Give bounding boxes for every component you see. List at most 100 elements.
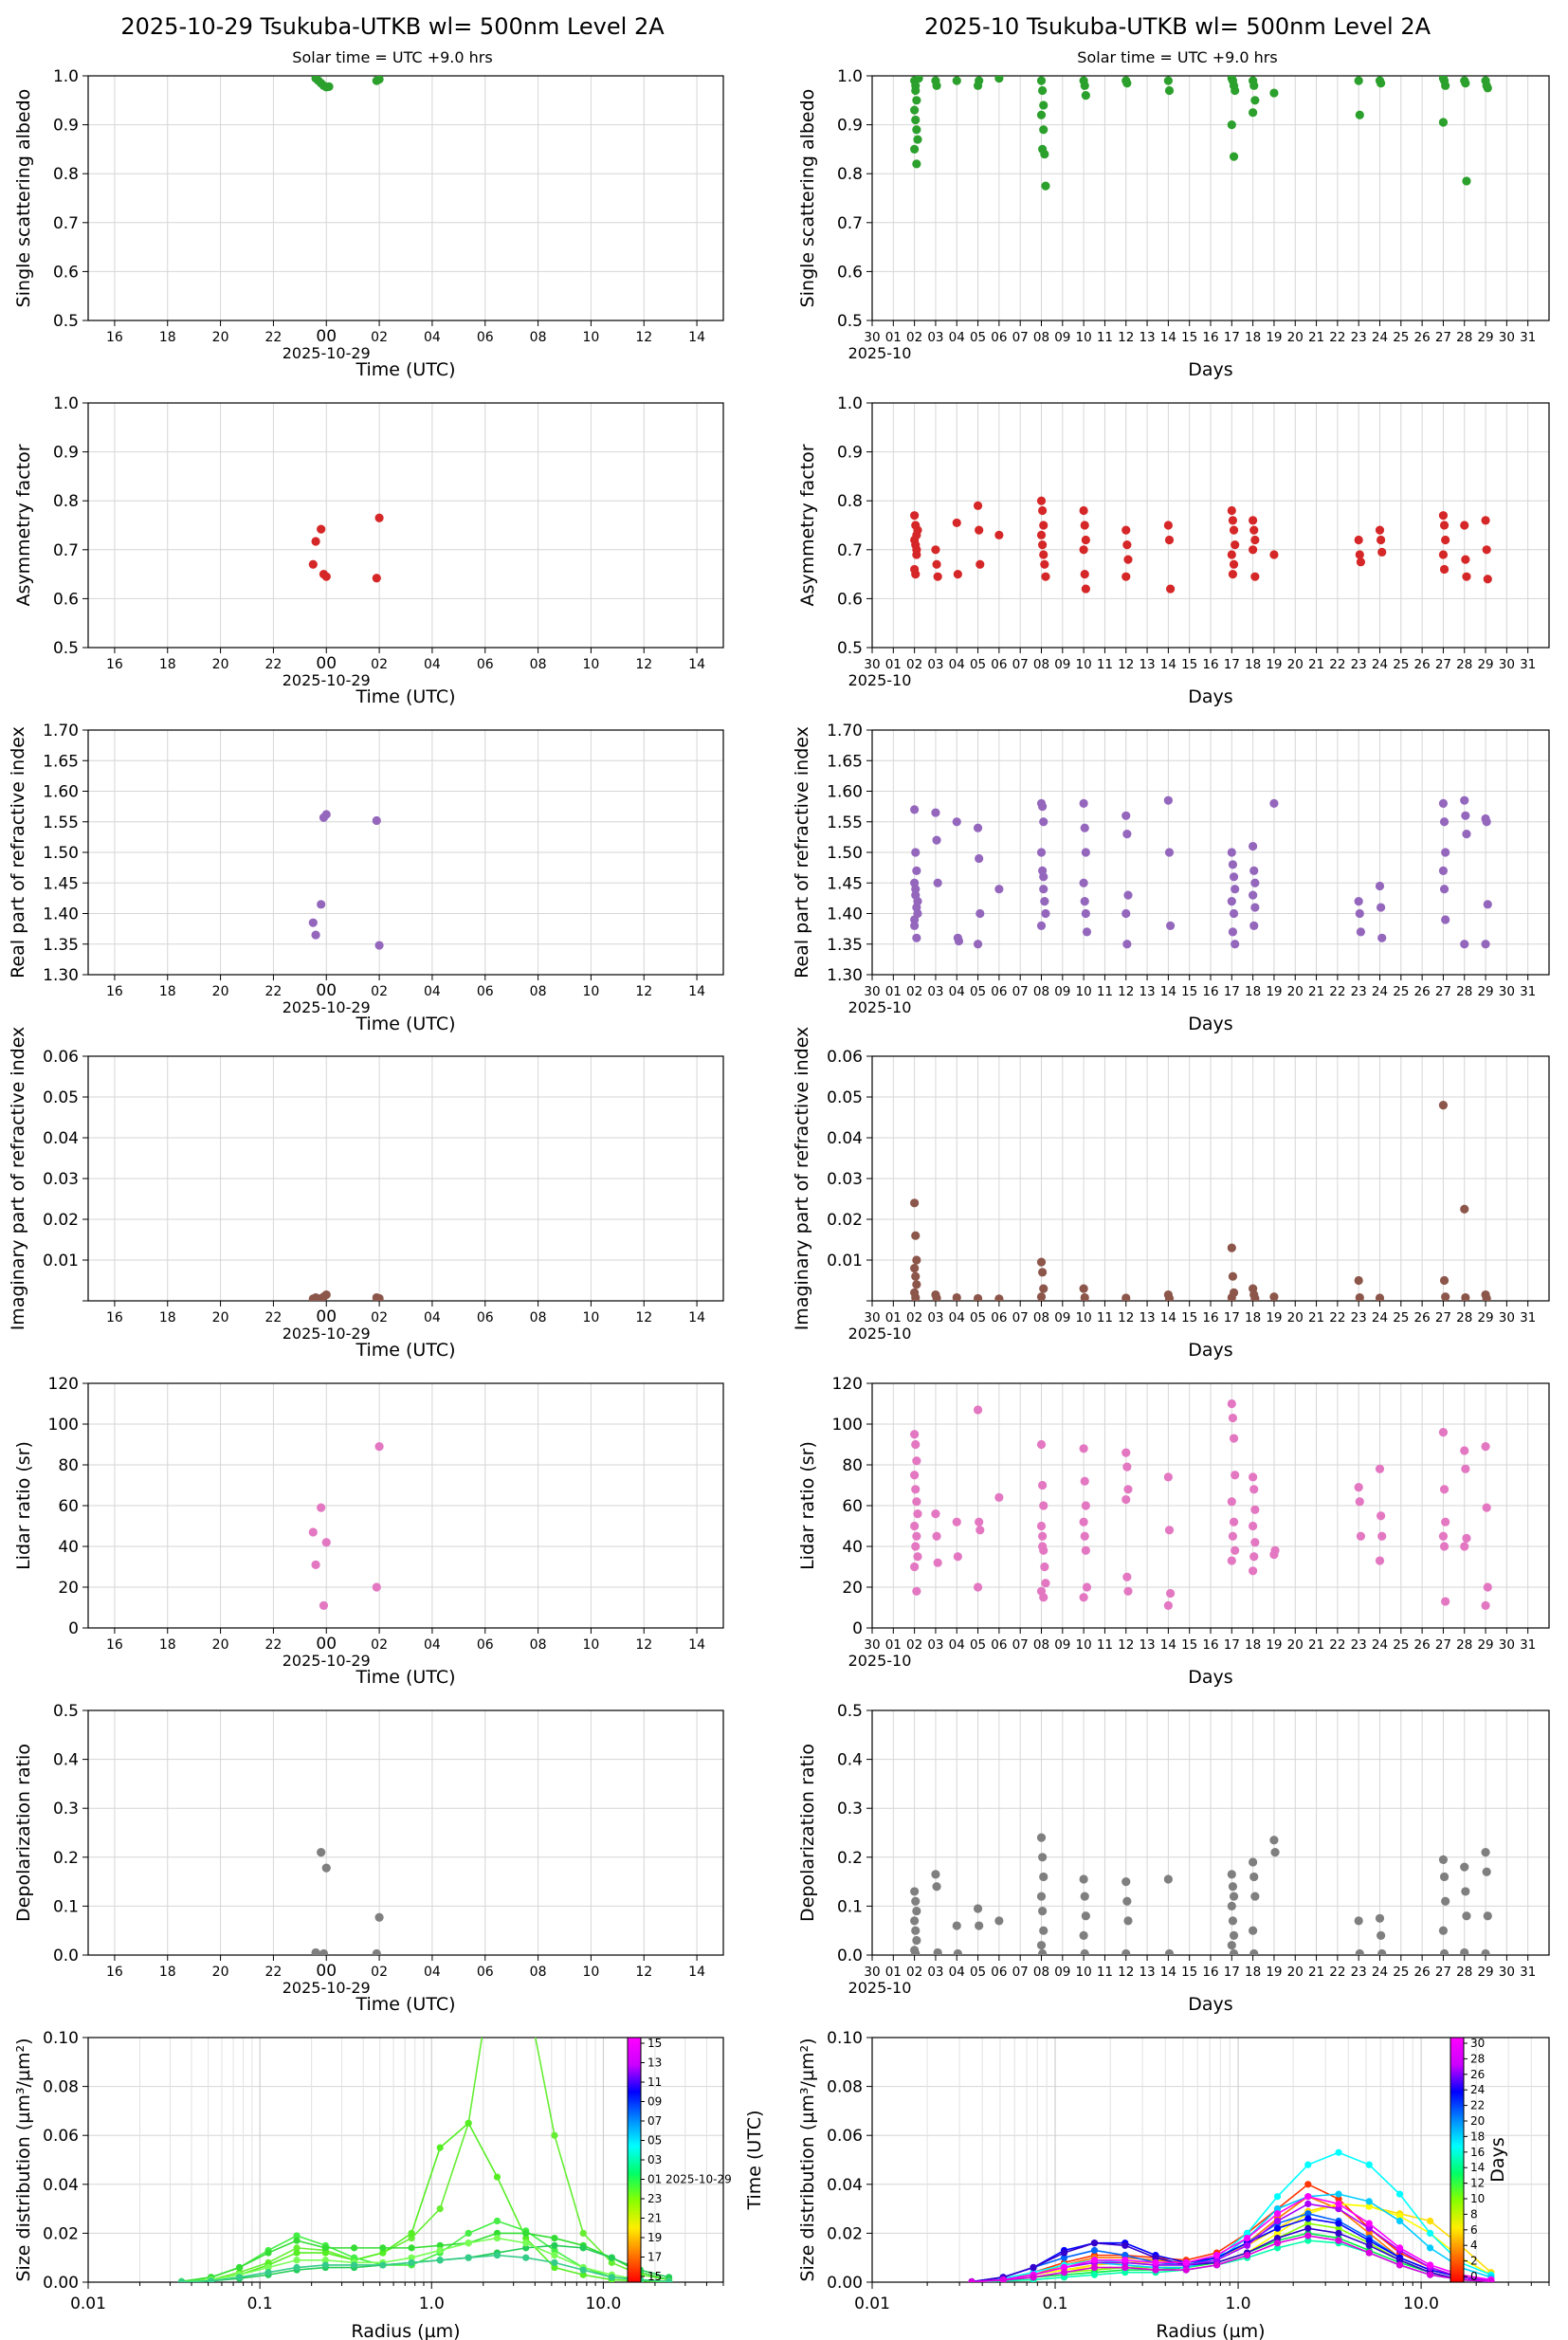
y-axis-label: Size distribution (µm³/µm²) xyxy=(13,2038,34,2281)
series-point xyxy=(1152,2258,1159,2266)
series-point xyxy=(1121,2252,1129,2259)
series-point xyxy=(665,2277,673,2282)
x-tick-label: 10 xyxy=(583,1310,600,1325)
series-point xyxy=(379,2261,387,2269)
x-tick-label: 21 xyxy=(1308,330,1324,345)
data-point xyxy=(912,1586,921,1596)
series-point xyxy=(551,2258,558,2266)
x-tick-label: 05 xyxy=(970,1965,986,1980)
series-point xyxy=(1426,2261,1434,2269)
data-point xyxy=(912,159,921,169)
data-point xyxy=(1122,1896,1132,1906)
y-tick-label: 1.55 xyxy=(827,814,863,832)
y-tick-label: 80 xyxy=(842,1456,863,1475)
y-tick-label: 0 xyxy=(68,1619,79,1638)
data-point xyxy=(910,1562,920,1572)
colorbar-tick-label: 07 xyxy=(647,2114,662,2128)
data-point xyxy=(1438,798,1449,809)
data-point xyxy=(1377,1531,1387,1541)
data-point xyxy=(1231,85,1240,96)
y-tick-label: 0.9 xyxy=(53,444,79,463)
data-point xyxy=(308,1527,318,1537)
data-point xyxy=(1121,1494,1131,1505)
data-point xyxy=(321,1863,331,1873)
data-point xyxy=(1439,1485,1449,1494)
data-point xyxy=(1229,1930,1239,1940)
data-point xyxy=(1164,1526,1175,1535)
data-point xyxy=(1038,1531,1048,1541)
data-point xyxy=(1461,555,1470,564)
series-point xyxy=(293,2257,301,2264)
x-tick-label: 07 xyxy=(1012,984,1029,999)
y-tick-label: 0.5 xyxy=(837,639,863,658)
data-point xyxy=(910,921,920,931)
data-point xyxy=(1036,496,1047,505)
depol_monthly-marks xyxy=(910,1833,1492,1955)
data-point xyxy=(1482,545,1491,555)
data-point xyxy=(1269,1836,1279,1845)
series-point xyxy=(235,2263,244,2272)
data-point xyxy=(372,574,381,583)
series-point xyxy=(177,2278,186,2282)
data-point xyxy=(1123,1586,1133,1596)
x-tick-label: 22 xyxy=(265,330,283,345)
x-tick-label: 31 xyxy=(1520,1637,1536,1653)
data-point xyxy=(1036,1257,1047,1267)
series-point xyxy=(1335,2200,1342,2208)
x-tick-label: 14 xyxy=(688,1310,705,1325)
x-tick-label: 28 xyxy=(1456,1965,1472,1980)
series-point xyxy=(1304,2215,1312,2222)
x-tick-label: 06 xyxy=(991,1310,1007,1325)
x-tick-label: 12 xyxy=(1118,1310,1134,1325)
x-tick-label: 23 xyxy=(1351,984,1367,999)
series-point xyxy=(1304,2220,1312,2227)
data-point xyxy=(1231,1545,1240,1555)
data-point xyxy=(1249,81,1259,90)
title-right: 2025-10 Tsukuba-UTKB wl= 500nm Level 2A xyxy=(924,13,1431,40)
x-tick-label: 14 xyxy=(688,1637,705,1653)
data-point xyxy=(973,1582,983,1592)
x-tick-label: 06 xyxy=(991,330,1007,345)
y-tick-label: 80 xyxy=(58,1456,79,1475)
x-tick-label: 13 xyxy=(1139,984,1155,999)
x-tick-label: 0.1 xyxy=(1043,2294,1068,2313)
x-tick-label: 02 xyxy=(906,330,922,345)
y-tick-label: 1.55 xyxy=(43,814,79,832)
data-point xyxy=(1164,848,1175,857)
data-point xyxy=(912,1456,921,1466)
data-point xyxy=(1482,1503,1491,1512)
series-point xyxy=(1365,2203,1373,2210)
lidar_monthly-marks xyxy=(910,1399,1492,1610)
x-tick-label: 04 xyxy=(424,1965,441,1980)
data-point xyxy=(1356,1531,1366,1541)
real_daily-panel: 1.30 1.35 1.40 1.45 1.50 1.55 1.60 1.65 1.70 16 18… xyxy=(8,722,724,1034)
colorbar-tick-label: 18 xyxy=(1470,2130,1485,2143)
data-point xyxy=(1249,1472,1258,1482)
y-axis-label: Lidar ratio (sr) xyxy=(797,1441,818,1570)
x-tick-label: 18 xyxy=(159,1310,176,1325)
data-point xyxy=(1228,1882,1238,1892)
data-point xyxy=(1483,575,1492,584)
colorbar-tick-label: 14 xyxy=(1470,2161,1485,2174)
series-point xyxy=(1030,2274,1037,2281)
y-tick-label: 0.1 xyxy=(837,1897,863,1916)
x-tick-label: 29 xyxy=(1477,1637,1493,1653)
axes-frame xyxy=(871,1709,1550,1956)
x-tick-label: 27 xyxy=(1435,1310,1451,1325)
data-point xyxy=(1080,1476,1089,1486)
series-point xyxy=(494,1936,501,1943)
data-point xyxy=(374,513,384,522)
data-point xyxy=(1249,516,1258,525)
x-tick-label: 03 xyxy=(927,1310,943,1325)
x-axis-label: Time (UTC) xyxy=(355,686,455,707)
series-point xyxy=(1335,2205,1342,2213)
data-point xyxy=(911,848,921,857)
data-point xyxy=(1438,511,1449,521)
x-tick-label: 22 xyxy=(265,1310,283,1325)
colorbar-tick-label: 15 xyxy=(647,2037,662,2050)
series-point xyxy=(1304,2161,1312,2168)
data-point xyxy=(1355,550,1364,559)
data-point xyxy=(1081,535,1090,545)
series-point xyxy=(551,2131,558,2139)
